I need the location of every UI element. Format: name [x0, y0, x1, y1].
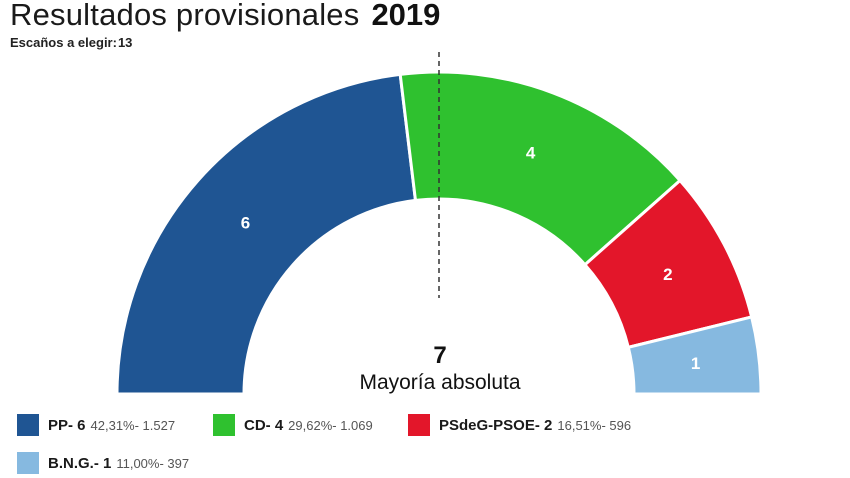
legend-item-bng: B.N.G.- 1 11,00%- 397: [17, 452, 189, 474]
segment-bng: [626, 315, 763, 396]
legend-name-psdeg-psoe: PSdeG-PSOE- 2: [439, 416, 553, 434]
segment-label-pp: 6: [241, 214, 250, 233]
majority-value: 7: [433, 342, 447, 369]
legend-item-pp: PP- 6 42,31%- 1.527: [17, 414, 175, 436]
majority-block: 7 Mayoría absoluta: [340, 342, 540, 396]
legend-swatch-psdeg-psoe: [408, 414, 430, 436]
title-year: 2019: [371, 0, 441, 32]
legend-detail-psdeg-psoe: 16,51%- 596: [557, 417, 632, 433]
legend-name-bng: B.N.G.- 1: [48, 454, 112, 472]
legend-swatch-pp: [17, 414, 39, 436]
legend-detail-cd: 29,62%- 1.069: [288, 417, 373, 433]
hemicycle-chart: 6 4 2 1: [115, 52, 763, 396]
segment-label-bng: 1: [691, 354, 700, 373]
majority-label: Mayoría absoluta: [359, 371, 521, 394]
title-text: Resultados provisionales: [10, 0, 360, 32]
legend-detail-bng: 11,00%- 397: [116, 455, 190, 471]
legend-name-pp: PP- 6: [48, 416, 86, 434]
seats-total: 13: [117, 35, 133, 50]
legend-swatch-cd: [213, 414, 235, 436]
seats-info: Escaños a elegir:13: [10, 35, 440, 50]
segment-pp: [115, 72, 418, 396]
legend-swatch-bng: [17, 452, 39, 474]
seats-label: Escaños a elegir:: [10, 35, 117, 50]
page-title: Resultados provisionales 2019: [10, 0, 440, 32]
legend-name-cd: CD- 4: [244, 416, 284, 434]
header: Resultados provisionales 2019 Escaños a e…: [10, 0, 440, 50]
segment-label-psdeg-psoe: 2: [663, 265, 672, 284]
legend-item-cd: CD- 4 29,62%- 1.069: [213, 414, 373, 436]
legend-item-psdeg-psoe: PSdeG-PSOE- 2 16,51%- 596: [408, 414, 631, 436]
segment-label-cd: 4: [526, 143, 536, 162]
legend-detail-pp: 42,31%- 1.527: [90, 417, 176, 433]
